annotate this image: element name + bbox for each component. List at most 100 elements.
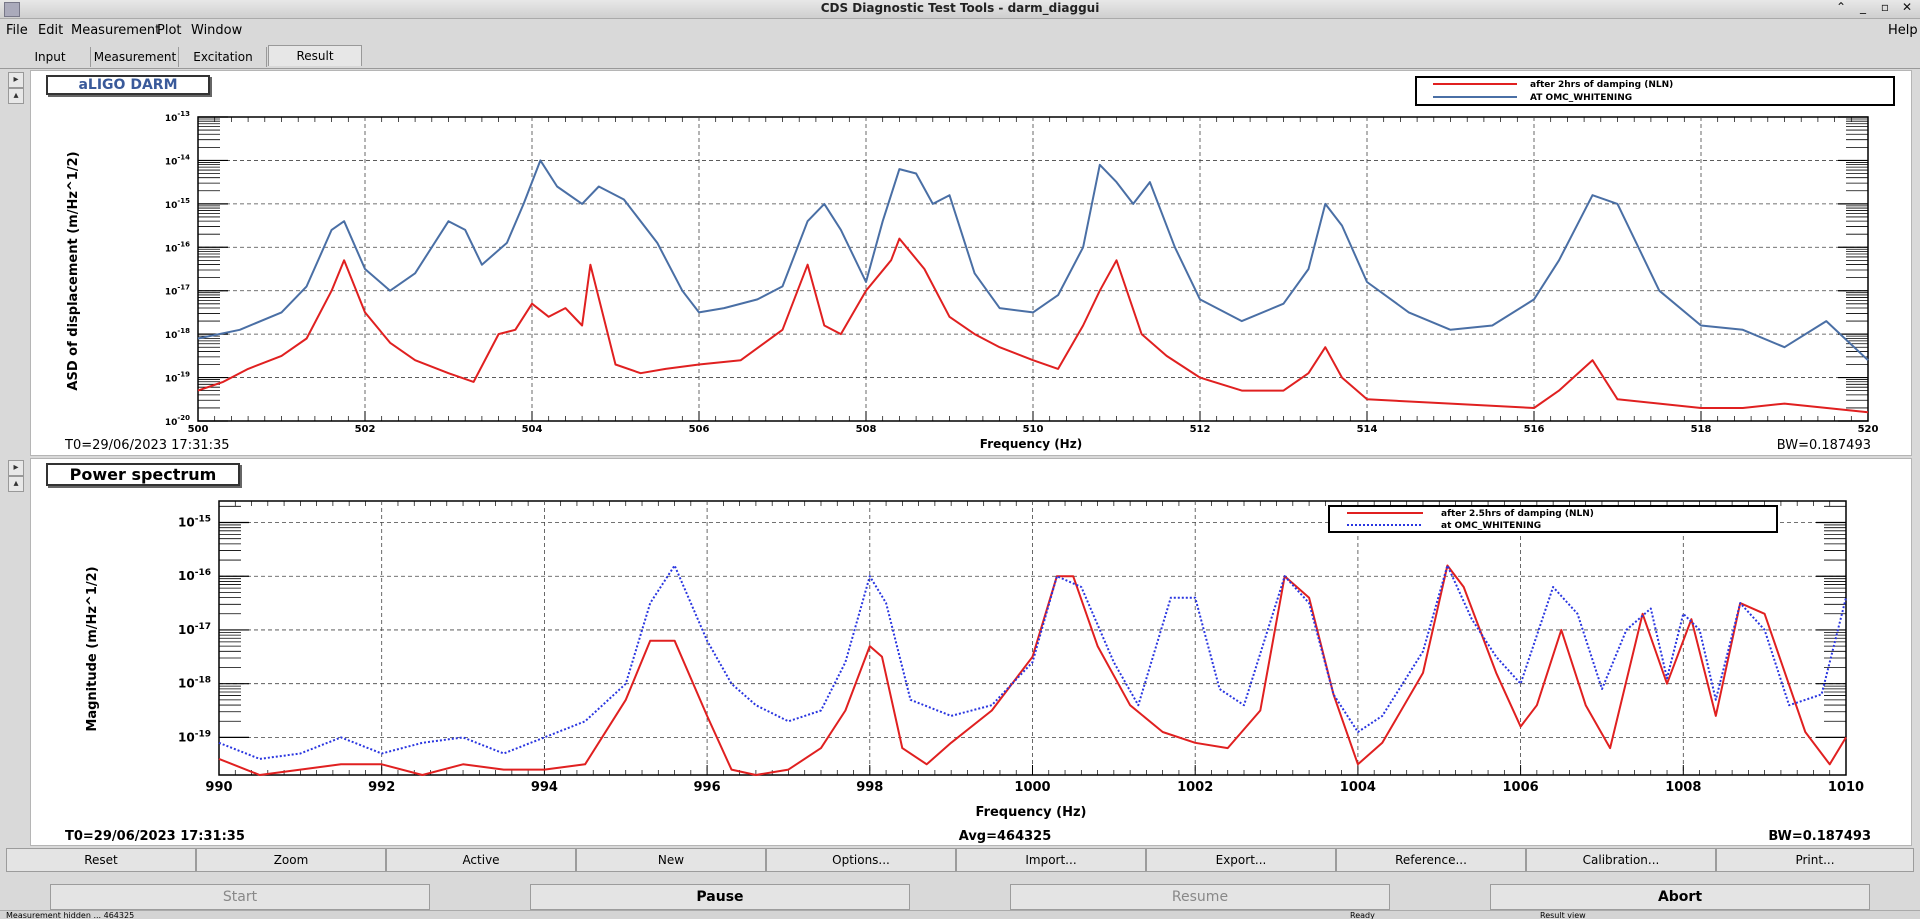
- reset-button[interactable]: Reset: [6, 848, 196, 872]
- x-tick-label: 510: [1023, 424, 1044, 435]
- x-tick-label: 500: [188, 424, 209, 435]
- calibration-button[interactable]: Calibration...: [1526, 848, 1716, 872]
- x-tick-label: 518: [1691, 424, 1712, 435]
- legend: after 2hrs of damping (NLN) AT OMC_WHITE…: [1415, 76, 1895, 106]
- legend-entry-2: AT OMC_WHITENING: [1530, 93, 1632, 103]
- window-titlebar: CDS Diagnostic Test Tools - darm_diaggui…: [0, 0, 1920, 19]
- x-tick-labels: 990 992 994 996 998 1000 1002 1004 1006 1008 1010: [205, 780, 1864, 795]
- abort-button[interactable]: Abort: [1490, 884, 1870, 910]
- menu-bar: File Edit Measurement Plot Window Help: [0, 20, 1920, 42]
- y-tick-label: 10-16: [165, 240, 190, 254]
- series-line-1: [197, 237, 1869, 414]
- reference-button[interactable]: Reference...: [1336, 848, 1526, 872]
- x-tick-label: 502: [355, 424, 376, 435]
- legend-entry-1: after 2hrs of damping (NLN): [1530, 80, 1673, 90]
- y-tick-label: 10-18: [165, 327, 190, 341]
- plot-panel-asd: 500 502 504 506 508 510 512 514 516 518 520 10-13 1…: [30, 70, 1912, 456]
- y-tick-labels: 10-15 10-16 10-17 10-18 10-19: [178, 514, 211, 744]
- tab-excitation[interactable]: Excitation: [180, 47, 267, 67]
- tab-result[interactable]: Result: [268, 45, 362, 66]
- zoom-button[interactable]: Zoom: [196, 848, 386, 872]
- y-tick-label: 10-15: [165, 197, 190, 211]
- menu-window[interactable]: Window: [191, 23, 243, 38]
- window-title: CDS Diagnostic Test Tools - darm_diaggui: [820, 1, 1100, 15]
- y-tick-label: 10-17: [178, 622, 211, 637]
- avg-label: Avg=464325: [959, 829, 1052, 844]
- resume-button[interactable]: Resume: [1010, 884, 1390, 910]
- asd-plot[interactable]: 500 502 504 506 508 510 512 514 516 518 520 10-131…: [31, 71, 1911, 455]
- status-bar: Measurement hidden ... 464325 Ready Resu…: [0, 910, 1920, 919]
- data-lines: [197, 159, 1869, 414]
- menu-edit[interactable]: Edit: [38, 23, 64, 38]
- bw-label: BW=0.187493: [1768, 829, 1871, 844]
- panel2-collapse-icon[interactable]: ▴: [8, 476, 24, 492]
- y-tick-label: 10-13: [165, 110, 190, 124]
- tab-input[interactable]: Input: [10, 47, 91, 67]
- import-button[interactable]: Import...: [956, 848, 1146, 872]
- y-tick-labels: 10-13 10-14 10-15 10-16 10-17 10-18 10-19 10-20: [165, 110, 190, 428]
- maximize-icon[interactable]: ▫: [1880, 0, 1890, 14]
- legend-entry-2: at OMC_WHITENING: [1441, 521, 1541, 531]
- x-tick-label: 1006: [1503, 780, 1539, 795]
- tab-measurement[interactable]: Measurement: [92, 47, 179, 67]
- y-tick-label: 10-18: [178, 676, 211, 691]
- menu-plot[interactable]: Plot: [157, 23, 182, 38]
- y-tick-label: 10-14: [165, 153, 190, 167]
- status-mid: Ready: [1350, 911, 1375, 919]
- menu-file[interactable]: File: [6, 23, 28, 38]
- x-tick-labels: 500 502 504 506 508 510 512 514 516 518 520: [188, 424, 1879, 435]
- power-spectrum-plot[interactable]: 990 992 994 996 998 1000 1002 1004 1006 1008 1010 …: [31, 459, 1911, 845]
- x-tick-label: 506: [689, 424, 710, 435]
- y-tick-label: 10-20: [165, 414, 190, 428]
- pause-button[interactable]: Pause: [530, 884, 910, 910]
- series-line-2: [218, 564, 1847, 760]
- x-tick-label: 1000: [1014, 780, 1050, 795]
- x-tick-label: 1010: [1828, 780, 1864, 795]
- x-tick-label: 1004: [1340, 780, 1376, 795]
- close-icon[interactable]: ✕: [1901, 0, 1913, 14]
- x-tick-label: 512: [1190, 424, 1211, 435]
- y-tick-label: 10-16: [178, 568, 211, 583]
- collapse-icon[interactable]: ⌃: [1835, 0, 1847, 14]
- x-tick-label: 516: [1524, 424, 1545, 435]
- app-icon: [4, 2, 20, 17]
- y-axis-label: ASD of displacement (m/Hz^1/2): [66, 151, 81, 390]
- x-axis-label: Frequency (Hz): [980, 437, 1082, 451]
- y-tick-label: 10-19: [178, 729, 211, 744]
- x-tick-label: 1002: [1177, 780, 1213, 795]
- x-tick-label: 504: [522, 424, 543, 435]
- y-axis-label: Magnitude (m/Hz^1/2): [85, 566, 100, 731]
- legend-entry-1: after 2.5hrs of damping (NLN): [1441, 509, 1594, 519]
- panel1-expand-icon[interactable]: ▸: [8, 72, 24, 88]
- print-button[interactable]: Print...: [1716, 848, 1914, 872]
- panel2-expand-icon[interactable]: ▸: [8, 460, 24, 476]
- x-tick-label: 992: [368, 780, 395, 795]
- legend: after 2.5hrs of damping (NLN) at OMC_WHI…: [1328, 505, 1778, 533]
- panel-title-asd: aLIGO DARM: [46, 75, 210, 95]
- series-line-1: [218, 564, 1847, 776]
- x-tick-label: 996: [694, 780, 721, 795]
- x-tick-label: 990: [205, 780, 232, 795]
- start-button[interactable]: Start: [50, 884, 430, 910]
- active-button[interactable]: Active: [386, 848, 576, 872]
- new-button[interactable]: New: [576, 848, 766, 872]
- x-tick-label: 520: [1858, 424, 1879, 435]
- panel1-collapse-icon[interactable]: ▴: [8, 88, 24, 104]
- gridlines: [198, 117, 1868, 421]
- y-tick-label: 10-19: [165, 371, 190, 385]
- x-tick-label: 508: [856, 424, 877, 435]
- x-tick-label: 514: [1357, 424, 1378, 435]
- x-axis-label: Frequency (Hz): [976, 805, 1087, 820]
- export-button[interactable]: Export...: [1146, 848, 1336, 872]
- options-button[interactable]: Options...: [766, 848, 956, 872]
- bw-label: BW=0.187493: [1777, 438, 1871, 453]
- plot-button-row: Reset Zoom Active New Options... Import.…: [6, 848, 1914, 872]
- t0-label: T0=29/06/2023 17:31:35: [64, 438, 230, 453]
- x-tick-label: 1008: [1665, 780, 1701, 795]
- plot-panel-power: 990 992 994 996 998 1000 1002 1004 1006 1008 1010 …: [30, 458, 1912, 846]
- minimize-icon[interactable]: _: [1860, 0, 1866, 14]
- menu-measurement[interactable]: Measurement: [71, 23, 161, 38]
- data-lines: [218, 564, 1847, 776]
- menu-help[interactable]: Help: [1888, 23, 1918, 38]
- y-tick-label: 10-17: [165, 284, 190, 298]
